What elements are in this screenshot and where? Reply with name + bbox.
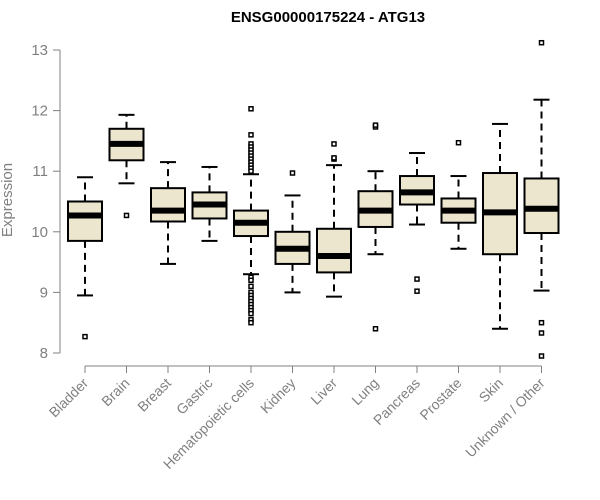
outlier-point [414, 276, 420, 282]
x-tick-label: Liver [307, 375, 340, 408]
outlier-point [289, 170, 296, 176]
y-axis-label: Expression [0, 163, 16, 237]
x-tick-label: Breast [134, 375, 174, 415]
outlier-point [538, 330, 545, 336]
box-prostate [440, 139, 477, 250]
box-kidney [274, 170, 311, 294]
outlier-point [248, 168, 254, 174]
box-hematopoietic-cells [233, 106, 269, 326]
box-unknown-other [523, 39, 560, 359]
x-tick-label: Kidney [257, 375, 299, 417]
outlier-point [331, 155, 337, 161]
outlier-point [372, 122, 379, 128]
x-tick-label: Unknown / Other [462, 375, 548, 461]
box-skin [482, 122, 518, 330]
box-liver [316, 141, 352, 298]
outlier-point [538, 319, 545, 326]
outlier-point [248, 277, 254, 284]
box-bladder [67, 176, 103, 340]
outlier-point [248, 283, 254, 290]
y-tick-label: 8 [40, 345, 48, 362]
x-tick-label: Skin [476, 375, 507, 406]
boxes-group [67, 39, 560, 359]
x-tick-label: Brain [98, 375, 132, 409]
y-tick-label: 9 [40, 284, 48, 301]
chart-title: ENSG00000175224 - ATG13 [231, 9, 425, 26]
x-tick-label: Lung [348, 375, 381, 408]
box-lung [357, 122, 394, 332]
y-tick-label: 11 [32, 163, 48, 180]
outlier-point [248, 310, 254, 317]
outlier-point [248, 319, 254, 326]
outlier-point [331, 141, 337, 147]
outlier-point [123, 212, 130, 219]
y-tick-label: 12 [31, 103, 48, 120]
outlier-point [372, 326, 379, 332]
outlier-point [82, 333, 88, 340]
outlier-point [248, 106, 254, 112]
outlier-point [414, 288, 420, 294]
outlier-point [248, 132, 254, 138]
box-breast [150, 161, 186, 265]
box-iqr [523, 177, 560, 235]
outlier-point [538, 39, 545, 46]
x-tick-label: Bladder [46, 375, 92, 421]
box-iqr [316, 227, 352, 274]
y-tick-label: 13 [31, 42, 48, 59]
box-iqr [67, 200, 103, 242]
outlier-point [538, 353, 545, 359]
box-brain [108, 113, 145, 219]
y-tick-label: 10 [31, 224, 48, 241]
y-axis: 8 9 10 11 12 13 [31, 42, 61, 362]
x-tick-label: Prostate [416, 375, 464, 423]
outlier-point [455, 139, 462, 146]
box-pancreas [399, 152, 435, 294]
box-iqr [150, 187, 186, 223]
box-gastric [191, 165, 228, 242]
